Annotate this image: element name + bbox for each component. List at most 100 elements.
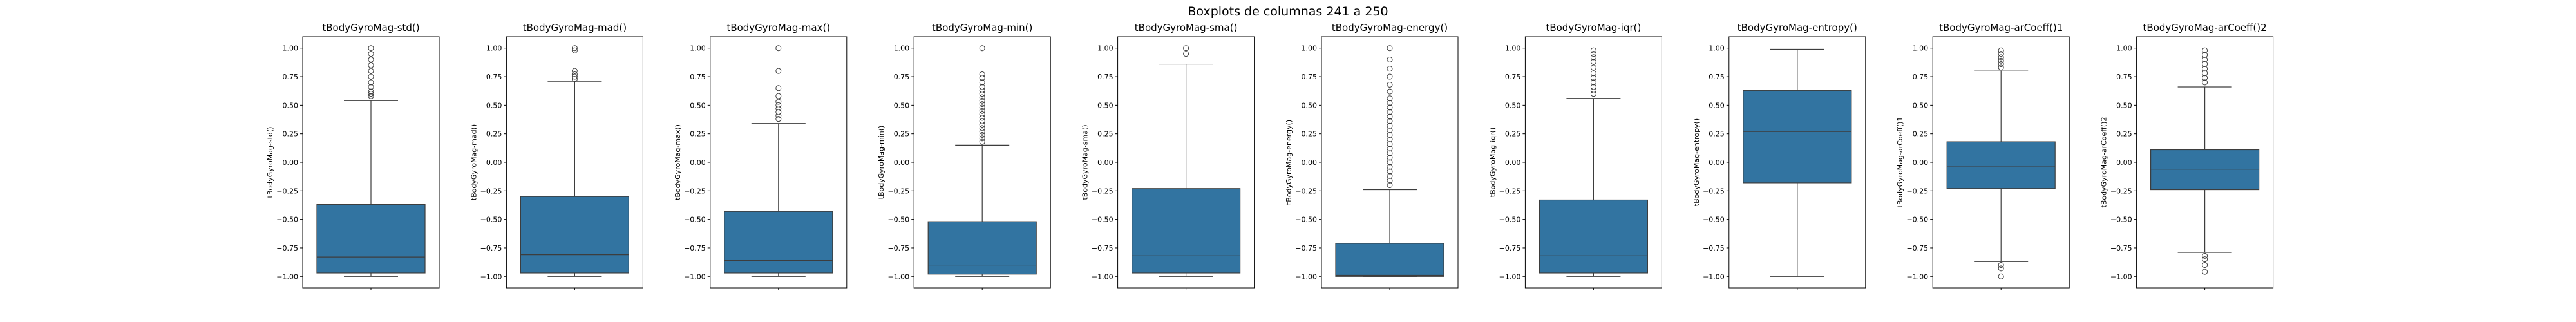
y-tick-label: −0.75 bbox=[1092, 244, 1113, 252]
outlier-point bbox=[775, 109, 782, 115]
outlier-point bbox=[2202, 70, 2208, 77]
y-axis-label: tBodyGyroMag-max() bbox=[674, 124, 682, 200]
outlier-point bbox=[2202, 75, 2208, 81]
y-tick-label: 0.50 bbox=[486, 101, 502, 109]
outlier-point bbox=[979, 45, 985, 52]
outlier-point bbox=[979, 115, 985, 121]
iqr-box bbox=[1335, 243, 1444, 277]
outlier-point bbox=[1590, 47, 1596, 53]
y-axis-label: tBodyGyroMag-std() bbox=[266, 127, 274, 198]
outlier-point bbox=[571, 47, 578, 53]
outlier-point bbox=[1387, 177, 1393, 184]
subplot-title: tBodyGyroMag-arCoeff()1 bbox=[1939, 22, 2063, 33]
outlier-point bbox=[368, 62, 374, 68]
y-tick-label: 0.50 bbox=[894, 101, 910, 109]
outlier-point bbox=[368, 56, 374, 62]
y-tick-label: 0.00 bbox=[690, 158, 706, 167]
outlier-point bbox=[2202, 56, 2208, 62]
outlier-point bbox=[2202, 66, 2208, 72]
y-tick-label: 0.25 bbox=[2116, 130, 2132, 138]
y-tick-label: 0.50 bbox=[283, 101, 299, 109]
y-tick-label: −0.75 bbox=[276, 244, 298, 252]
y-tick-label: −1.00 bbox=[276, 272, 298, 281]
subplot-title: tBodyGyroMag-entropy() bbox=[1738, 22, 1857, 33]
outlier-point bbox=[1998, 51, 2004, 57]
y-tick-label: −1.00 bbox=[684, 272, 706, 281]
outlier-point bbox=[1590, 64, 1596, 71]
outlier-point bbox=[1998, 265, 2004, 272]
iqr-box bbox=[927, 221, 1037, 275]
y-tick-label: 0.00 bbox=[1505, 158, 1521, 167]
y-tick-label: 0.50 bbox=[1505, 101, 1521, 109]
outlier-point bbox=[1387, 56, 1393, 62]
outlier-point bbox=[1590, 70, 1596, 77]
y-tick-label: 0.75 bbox=[690, 73, 706, 81]
y-tick-label: 1.00 bbox=[894, 44, 910, 53]
y-tick-label: 1.00 bbox=[2116, 44, 2132, 53]
y-tick-label: 1.00 bbox=[1709, 44, 1725, 53]
outlier-point bbox=[1387, 159, 1393, 166]
outlier-point bbox=[1590, 54, 1596, 61]
y-tick-label: −0.75 bbox=[1295, 244, 1317, 252]
subplot-2: tBodyGyroMag-mad() 1.00 0.75 0.50 0.25 0.00 −0… bbox=[469, 22, 643, 290]
y-tick-label: 1.00 bbox=[1302, 44, 1318, 53]
outlier-point bbox=[979, 122, 985, 128]
outlier-point bbox=[775, 102, 782, 108]
outlier-point bbox=[368, 93, 374, 99]
y-axis-label: tBodyGyroMag-energy() bbox=[1285, 120, 1293, 205]
y-tick-label: 1.00 bbox=[1913, 44, 1929, 53]
y-tick-label: 0.75 bbox=[894, 73, 910, 81]
y-tick-label: −1.00 bbox=[1499, 272, 1521, 281]
outlier-point bbox=[368, 73, 374, 80]
y-axis-label: tBodyGyroMag-min() bbox=[877, 126, 886, 200]
outlier-point bbox=[1387, 168, 1393, 175]
outlier-point bbox=[1387, 104, 1393, 111]
outlier-point bbox=[368, 88, 374, 95]
outlier-point bbox=[1590, 87, 1596, 93]
subplot-8: tBodyGyroMag-entropy() 1.00 0.75 0.50 0.25 0.… bbox=[1692, 22, 1866, 290]
y-tick-label: 1.00 bbox=[1505, 44, 1521, 53]
outlier-point bbox=[1387, 122, 1393, 129]
y-tick-label: 0.00 bbox=[1097, 158, 1113, 167]
outlier-point bbox=[979, 125, 985, 131]
outlier-point bbox=[979, 79, 985, 86]
iqr-box bbox=[520, 196, 630, 274]
outlier-point bbox=[979, 111, 985, 118]
iqr-box bbox=[2150, 149, 2260, 191]
y-tick-label: 1.00 bbox=[283, 44, 299, 53]
outlier-point bbox=[775, 45, 782, 52]
outlier-point bbox=[1183, 45, 1189, 52]
y-tick-label: 0.00 bbox=[1913, 158, 1929, 167]
outlier-point bbox=[979, 108, 985, 114]
y-tick-label: −0.25 bbox=[1703, 187, 1725, 195]
y-tick-label: 0.25 bbox=[486, 130, 502, 138]
subplot-title: tBodyGyroMag-iqr() bbox=[1546, 22, 1641, 33]
y-tick-label: −1.00 bbox=[1703, 272, 1725, 281]
outlier-point bbox=[1590, 59, 1596, 65]
y-tick-label: 0.75 bbox=[486, 73, 502, 81]
y-tick-label: −0.75 bbox=[684, 244, 706, 252]
outlier-point bbox=[775, 112, 782, 118]
outlier-point bbox=[775, 99, 782, 105]
subplot-3: tBodyGyroMag-max() 1.00 0.75 0.50 0.25 0.00 −0… bbox=[674, 22, 848, 290]
outlier-point bbox=[571, 73, 578, 80]
outlier-point bbox=[979, 104, 985, 111]
outlier-point bbox=[979, 128, 985, 135]
y-tick-label: 0.25 bbox=[1302, 130, 1318, 138]
outlier-point bbox=[1387, 164, 1393, 170]
outlier-point bbox=[571, 45, 578, 52]
y-tick-label: −1.00 bbox=[1092, 272, 1113, 281]
outlier-point bbox=[1387, 100, 1393, 106]
outlier-point bbox=[1998, 47, 2004, 53]
y-tick-label: −1.00 bbox=[1906, 272, 1928, 281]
outlier-point bbox=[1387, 173, 1393, 179]
y-axis-label: tBodyGyroMag-mad() bbox=[469, 124, 478, 200]
y-tick-label: 0.75 bbox=[283, 73, 299, 81]
y-tick-label: 0.25 bbox=[690, 130, 706, 138]
y-tick-label: 0.50 bbox=[1913, 101, 1929, 109]
y-tick-label: 0.50 bbox=[1709, 101, 1725, 109]
iqr-box bbox=[316, 204, 426, 274]
subplot-5: tBodyGyroMag-sma() 1.00 0.75 0.50 0.25 0.00 −0… bbox=[1081, 22, 1255, 290]
outlier-point bbox=[1387, 113, 1393, 120]
